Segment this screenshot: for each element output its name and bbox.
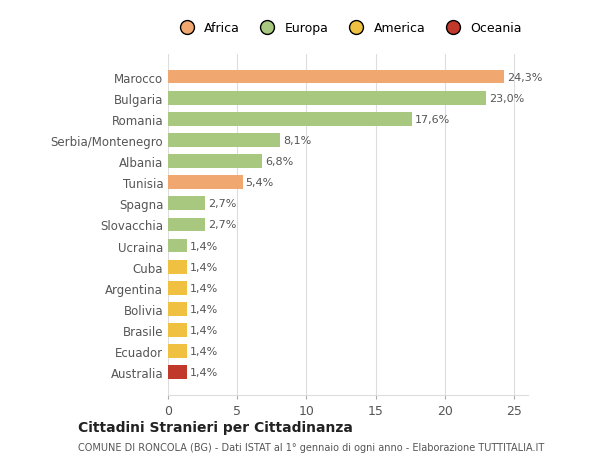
Bar	[168, 324, 187, 337]
Text: 2,7%: 2,7%	[208, 220, 236, 230]
Text: 8,1%: 8,1%	[283, 135, 311, 146]
Text: 23,0%: 23,0%	[489, 94, 524, 103]
Bar	[168, 281, 187, 295]
Bar	[168, 92, 487, 105]
Bar	[168, 239, 187, 253]
Bar	[168, 176, 243, 190]
Legend: Africa, Europa, America, Oceania: Africa, Europa, America, Oceania	[169, 17, 527, 40]
Bar	[168, 112, 412, 126]
Bar	[168, 345, 187, 358]
Bar	[168, 260, 187, 274]
Text: 1,4%: 1,4%	[190, 368, 218, 377]
Text: Cittadini Stranieri per Cittadinanza: Cittadini Stranieri per Cittadinanza	[78, 420, 353, 435]
Bar	[168, 366, 187, 379]
Text: 1,4%: 1,4%	[190, 347, 218, 356]
Text: 1,4%: 1,4%	[190, 241, 218, 251]
Text: 2,7%: 2,7%	[208, 199, 236, 209]
Text: 1,4%: 1,4%	[190, 304, 218, 314]
Text: COMUNE DI RONCOLA (BG) - Dati ISTAT al 1° gennaio di ogni anno - Elaborazione TU: COMUNE DI RONCOLA (BG) - Dati ISTAT al 1…	[78, 442, 544, 452]
Text: 6,8%: 6,8%	[265, 157, 293, 167]
Text: 1,4%: 1,4%	[190, 325, 218, 335]
Bar	[168, 134, 280, 147]
Bar	[168, 155, 262, 168]
Bar	[168, 197, 205, 211]
Text: 1,4%: 1,4%	[190, 262, 218, 272]
Bar	[168, 71, 505, 84]
Text: 24,3%: 24,3%	[507, 73, 542, 82]
Text: 5,4%: 5,4%	[245, 178, 274, 188]
Text: 17,6%: 17,6%	[415, 115, 450, 124]
Text: 1,4%: 1,4%	[190, 283, 218, 293]
Bar	[168, 218, 205, 232]
Bar	[168, 302, 187, 316]
